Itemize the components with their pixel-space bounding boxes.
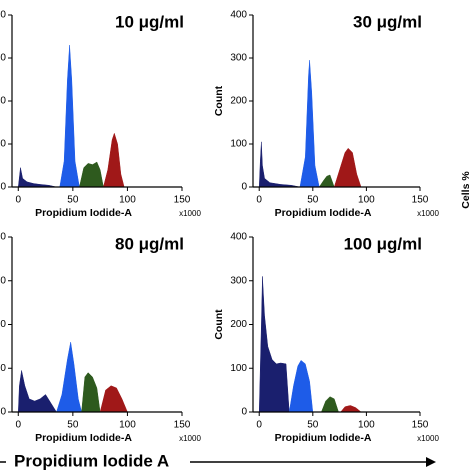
histogram-peak xyxy=(81,372,101,413)
x-tick-label: 0 xyxy=(15,195,21,206)
x-axis-label: Propidium Iodide-A xyxy=(275,432,372,444)
footer-label: Propidium Iodide A xyxy=(14,451,169,470)
y-tick-label: 400 xyxy=(0,10,6,21)
y-tick-label: 300 xyxy=(230,53,247,64)
y-tick-label: 0 xyxy=(241,182,247,193)
x-axis-label: Propidium Iodide-A xyxy=(35,207,132,219)
panel-title: 30 μg/ml xyxy=(353,12,422,31)
y-tick-label: 400 xyxy=(0,232,6,243)
x-axis-unit: x1000 xyxy=(179,209,201,218)
y-tick-label: 300 xyxy=(0,53,6,64)
x-axis-unit: x1000 xyxy=(417,209,439,218)
y-tick-label: 0 xyxy=(0,407,6,418)
y-tick-label: 0 xyxy=(0,182,6,193)
y-tick-label: 300 xyxy=(0,275,6,286)
x-tick-label: 100 xyxy=(358,420,375,431)
histogram-peak xyxy=(59,45,80,188)
histogram-peak xyxy=(321,396,339,413)
y-tick-label: 200 xyxy=(0,319,6,330)
histogram-peak xyxy=(103,132,125,188)
histogram-peak xyxy=(333,147,362,188)
panel-title: 80 μg/ml xyxy=(115,234,184,253)
histogram-peak xyxy=(258,141,300,188)
x-tick-label: 150 xyxy=(412,195,429,206)
y-tick-label: 300 xyxy=(230,275,247,286)
y-tick-label: 400 xyxy=(230,10,247,21)
histogram-peak xyxy=(318,174,335,188)
panel-title: 10 μg/ml xyxy=(115,12,184,31)
histogram-peak xyxy=(79,161,104,188)
y-tick-label: 200 xyxy=(230,96,247,107)
histogram-peak xyxy=(18,370,57,413)
histogram-peak xyxy=(99,385,128,413)
y-tick-label: 100 xyxy=(0,363,6,374)
x-tick-label: 100 xyxy=(119,195,136,206)
y-axis-label: Count xyxy=(213,309,225,340)
x-tick-label: 50 xyxy=(67,195,79,206)
x-tick-label: 0 xyxy=(256,195,262,206)
histogram-peak xyxy=(299,60,320,188)
histogram-peak xyxy=(340,405,362,413)
panel-title: 100 μg/ml xyxy=(344,234,422,253)
arrow-head xyxy=(426,457,436,467)
histogram-peak xyxy=(258,276,290,413)
x-tick-label: 0 xyxy=(256,420,262,431)
y-tick-label: 100 xyxy=(230,139,247,150)
x-tick-label: 150 xyxy=(174,420,191,431)
x-axis-label: Propidium Iodide-A xyxy=(275,207,372,219)
x-tick-label: 50 xyxy=(67,420,79,431)
side-label: Cells % xyxy=(460,171,472,209)
x-tick-label: 0 xyxy=(15,420,21,431)
y-axis-label: Count xyxy=(213,85,225,116)
x-tick-label: 150 xyxy=(174,195,191,206)
histogram-peak xyxy=(17,167,57,188)
histogram-peak xyxy=(56,341,82,413)
x-axis-unit: x1000 xyxy=(417,434,439,443)
x-tick-label: 150 xyxy=(412,420,429,431)
y-tick-label: 100 xyxy=(0,139,6,150)
y-tick-label: 100 xyxy=(230,363,247,374)
y-tick-label: 200 xyxy=(0,96,6,107)
x-tick-label: 50 xyxy=(307,420,319,431)
histogram-peak xyxy=(288,359,314,413)
y-tick-label: 0 xyxy=(241,407,247,418)
x-tick-label: 100 xyxy=(119,420,136,431)
x-axis-label: Propidium Iodide-A xyxy=(35,432,132,444)
x-axis-unit: x1000 xyxy=(179,434,201,443)
y-tick-label: 400 xyxy=(230,232,247,243)
x-tick-label: 100 xyxy=(358,195,375,206)
x-tick-label: 50 xyxy=(307,195,319,206)
y-tick-label: 200 xyxy=(230,319,247,330)
